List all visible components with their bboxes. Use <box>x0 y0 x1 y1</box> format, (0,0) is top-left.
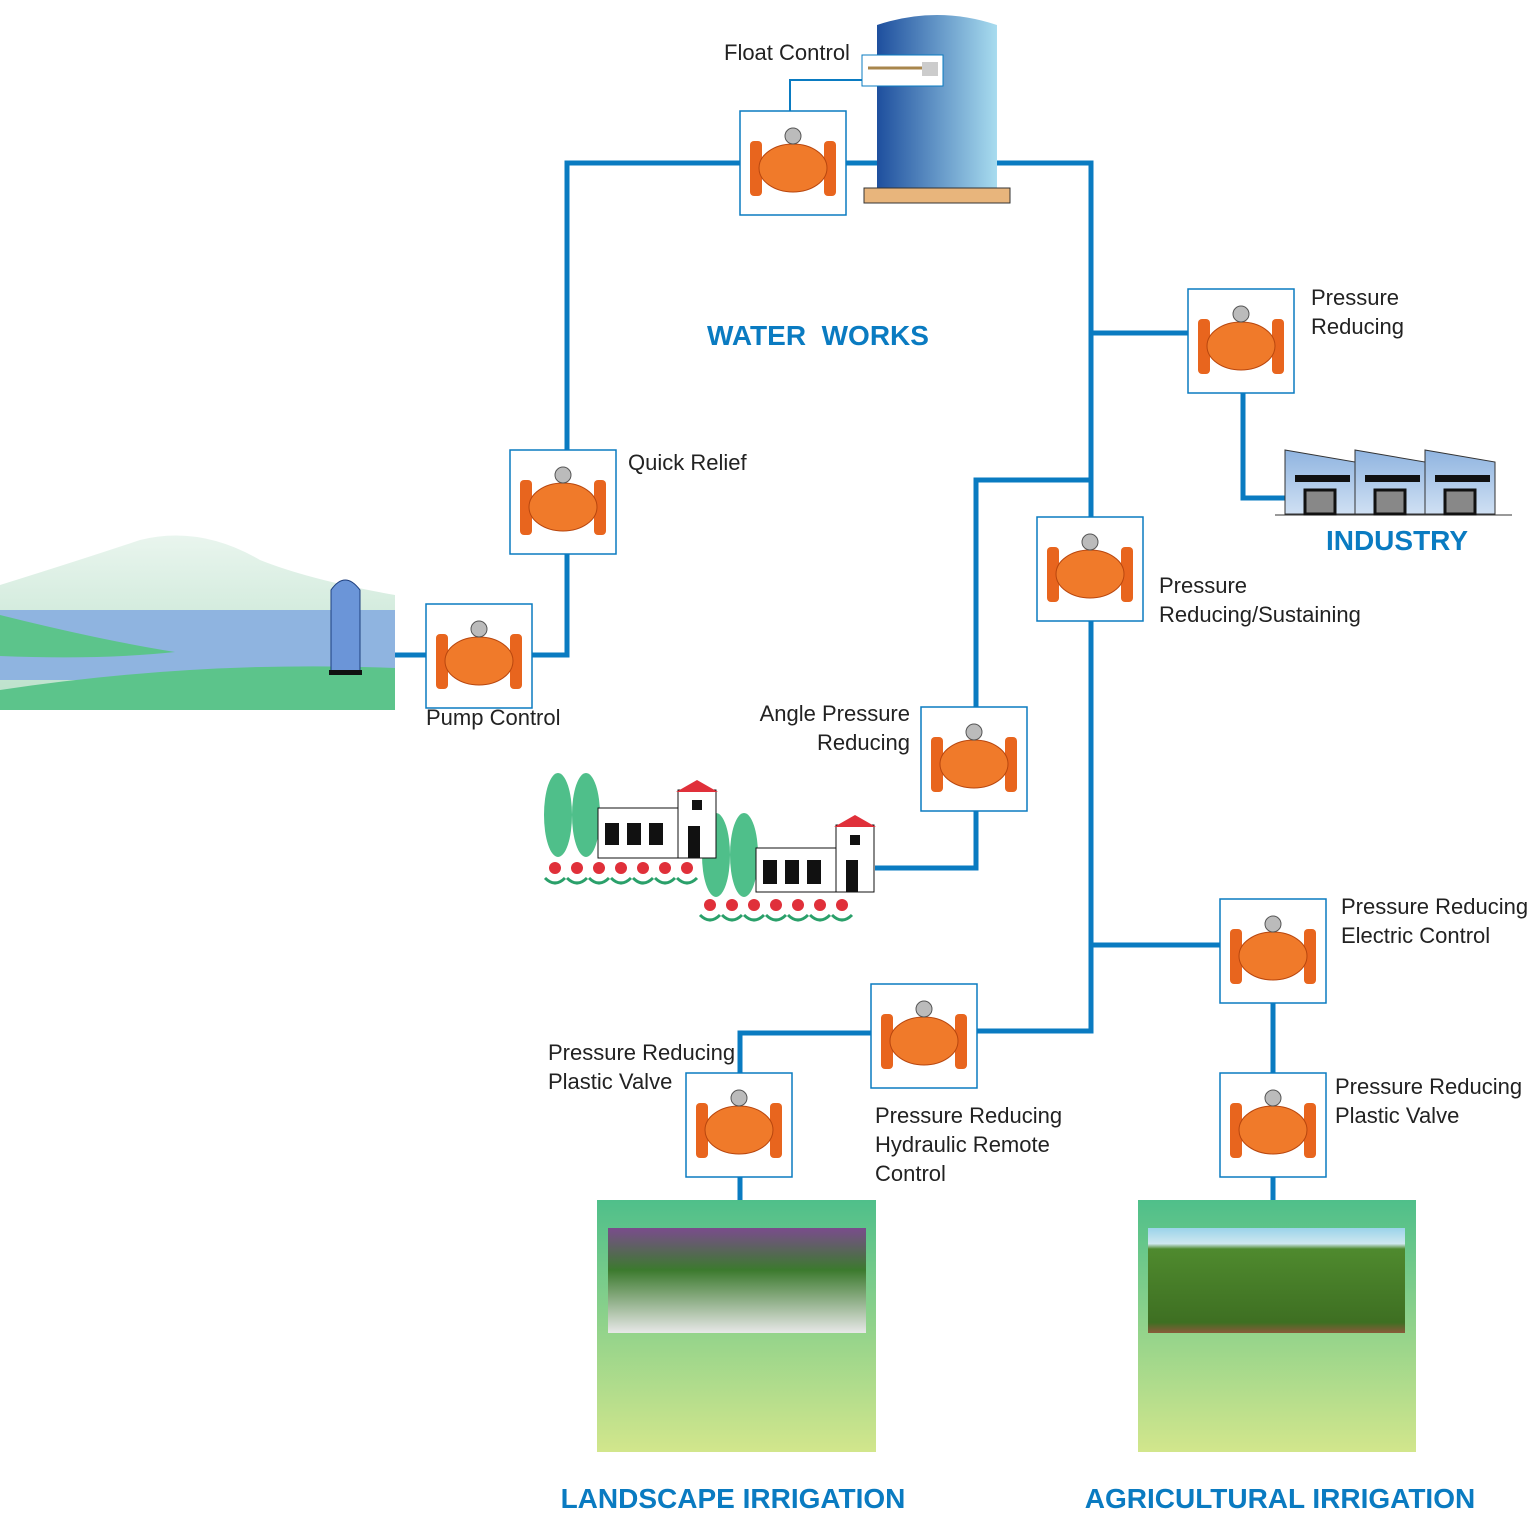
area-title: INDUSTRY <box>1326 525 1468 556</box>
houses <box>544 773 876 920</box>
valve-label: Pressure Reducing <box>548 1040 735 1065</box>
valve <box>871 984 977 1088</box>
leaf <box>766 915 786 920</box>
valve <box>740 111 846 215</box>
valve-body <box>890 1017 958 1065</box>
valve-label: Electric Control <box>1341 923 1490 948</box>
tulip <box>659 862 671 874</box>
valve-body <box>705 1106 773 1154</box>
valve-label: Hydraulic Remote <box>875 1132 1050 1157</box>
tulip <box>836 899 848 911</box>
valve <box>921 707 1027 811</box>
leaf <box>722 915 742 920</box>
valve-body <box>529 483 597 531</box>
valve-body <box>445 637 513 685</box>
leaf <box>788 915 808 920</box>
tulip <box>770 899 782 911</box>
industry <box>1275 450 1512 515</box>
tulip <box>704 899 716 911</box>
valve-label: Reducing/Sustaining <box>1159 602 1361 627</box>
valve-pilot <box>731 1090 747 1106</box>
valve-label: Pressure Reducing <box>1341 894 1528 919</box>
valve-pilot <box>966 724 982 740</box>
valve-label: Pressure <box>1159 573 1247 598</box>
valve-label: Angle Pressure <box>760 701 910 726</box>
fields <box>597 1200 1416 1452</box>
leaf <box>744 915 764 920</box>
leaf <box>589 878 609 883</box>
valve <box>1220 1073 1326 1177</box>
valve-body <box>1239 1106 1307 1154</box>
valve-label: Plastic Valve <box>548 1069 672 1094</box>
area-title: AGRICULTURAL IRRIGATION <box>1085 1483 1475 1514</box>
tulip <box>637 862 649 874</box>
valve-pilot <box>1265 1090 1281 1106</box>
valve-pilot <box>916 1001 932 1017</box>
valve <box>1220 899 1326 1003</box>
valve-label: Pressure Reducing <box>875 1103 1062 1128</box>
valve-label: Quick Relief <box>628 450 747 475</box>
leaf <box>832 915 852 920</box>
valve-pilot <box>1265 916 1281 932</box>
valve <box>1037 517 1143 621</box>
tulip <box>792 899 804 911</box>
diagram: WATER WORKS INDUSTRY LANDSCAPE IRRIGATIO… <box>0 0 1534 1514</box>
leaf <box>633 878 653 883</box>
tulip <box>593 862 605 874</box>
tulip <box>571 862 583 874</box>
valve-body <box>1056 550 1124 598</box>
valve-pilot <box>1082 534 1098 550</box>
valve-body <box>1207 322 1275 370</box>
valve-label: Reducing <box>1311 314 1404 339</box>
valve-pilot <box>471 621 487 637</box>
area-title: WATER WORKS <box>707 320 929 351</box>
valve-label: Pressure Reducing <box>1335 1074 1522 1099</box>
valve-label: Float Control <box>724 40 850 65</box>
leaf <box>545 878 565 883</box>
valve-pilot <box>785 128 801 144</box>
tulip <box>726 899 738 911</box>
leaf <box>810 915 830 920</box>
leaf <box>700 915 720 920</box>
valve-label: Plastic Valve <box>1335 1103 1459 1128</box>
valve-label: Control <box>875 1161 946 1186</box>
leaf <box>655 878 675 883</box>
valve-body <box>759 144 827 192</box>
valve <box>426 604 532 708</box>
leaf <box>567 878 587 883</box>
leaf <box>677 878 697 883</box>
valve-body <box>1239 932 1307 980</box>
valve-label: Pressure <box>1311 285 1399 310</box>
valve-pilot <box>555 467 571 483</box>
valve-label: Pump Control <box>426 705 561 730</box>
valve <box>1188 289 1294 393</box>
lake <box>0 536 395 711</box>
valve-label: Reducing <box>817 730 910 755</box>
tulip <box>549 862 561 874</box>
valve <box>686 1073 792 1177</box>
tulip <box>681 862 693 874</box>
valve-body <box>940 740 1008 788</box>
leaf <box>611 878 631 883</box>
tulip <box>615 862 627 874</box>
valve-pilot <box>1233 306 1249 322</box>
valve <box>510 450 616 554</box>
tank <box>862 15 1010 203</box>
tulip <box>814 899 826 911</box>
area-title: LANDSCAPE IRRIGATION <box>561 1483 906 1514</box>
tulip <box>748 899 760 911</box>
